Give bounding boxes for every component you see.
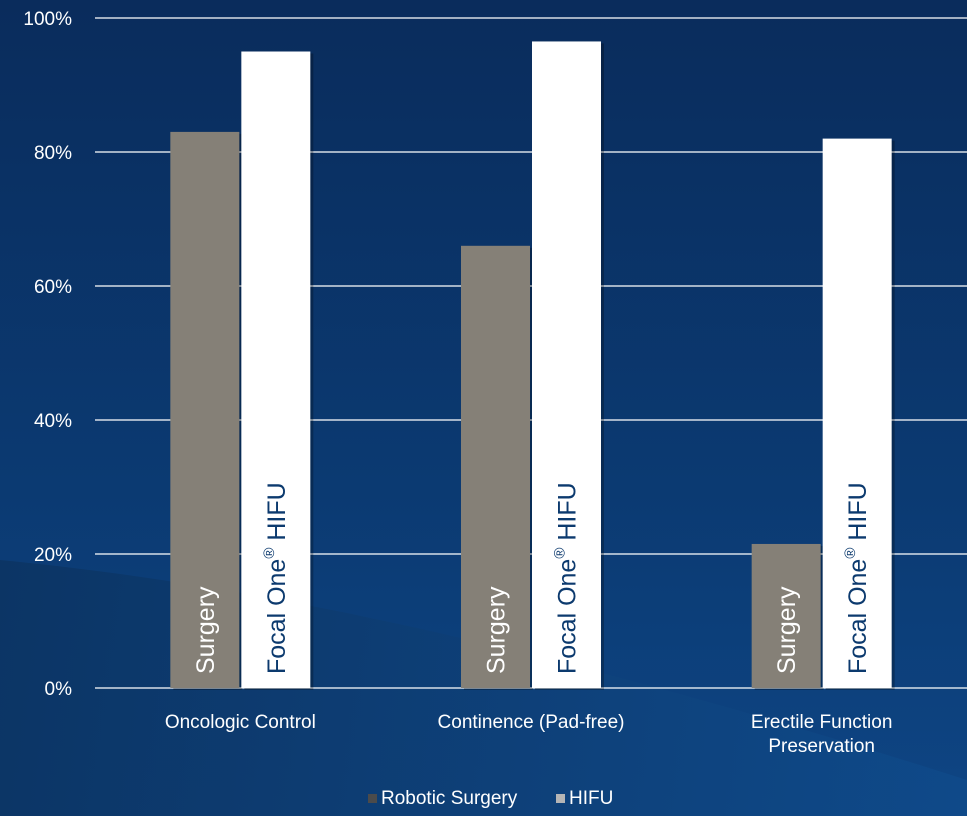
legend-item: HIFU: [556, 788, 613, 809]
y-tick-label: 60%: [34, 277, 72, 298]
bar-label: Focal One® HIFU: [261, 482, 291, 674]
legend-swatch: [556, 794, 565, 803]
category-label: Continence (Pad-free): [438, 712, 625, 733]
y-tick-label: 80%: [34, 143, 72, 164]
bar-robotic-surgery: [461, 245, 530, 689]
bar-hifu: [241, 51, 311, 688]
bar-hifu: [532, 41, 601, 688]
y-tick-label: 0%: [45, 679, 73, 700]
category-labels: Oncologic Control Continence (Pad-free) Er…: [165, 712, 893, 757]
bar-label: Focal One® HIFU: [552, 482, 582, 674]
legend-label: HIFU: [569, 788, 613, 809]
bar-robotic-surgery: [751, 543, 821, 688]
y-tick-label: 20%: [34, 545, 72, 566]
bar-group: Focal One® HIFU: [532, 41, 604, 690]
bar-hifu: [822, 138, 892, 689]
bar-label: Focal One® HIFU: [842, 482, 872, 674]
y-tick-label: 100%: [23, 9, 72, 30]
bars: Surgery Focal One® HIFU Surgery Focal One® …: [170, 41, 895, 691]
bar-group: Surgery: [751, 543, 824, 690]
bar-group: Surgery: [170, 131, 243, 690]
bar-label: Surgery: [773, 586, 801, 674]
bar-robotic-surgery: [170, 131, 240, 688]
category-label: Erectile Function Preservation: [751, 712, 893, 757]
legend: Robotic Surgery HIFU: [368, 788, 613, 809]
legend-swatch: [368, 794, 377, 803]
y-axis-ticks: 0% 20% 40% 60% 80% 100%: [23, 9, 72, 700]
legend-label: Robotic Surgery: [381, 788, 518, 809]
category-label: Oncologic Control: [165, 712, 316, 733]
legend-item: Robotic Surgery: [368, 788, 518, 809]
bar-group: Focal One® HIFU: [241, 51, 314, 690]
bar-label: Surgery: [192, 586, 220, 674]
gridlines: [95, 17, 967, 689]
bar-group: Focal One® HIFU: [822, 138, 895, 691]
bar-label: Surgery: [483, 586, 511, 674]
y-tick-label: 40%: [34, 411, 72, 432]
bar-group: Surgery: [461, 245, 533, 691]
